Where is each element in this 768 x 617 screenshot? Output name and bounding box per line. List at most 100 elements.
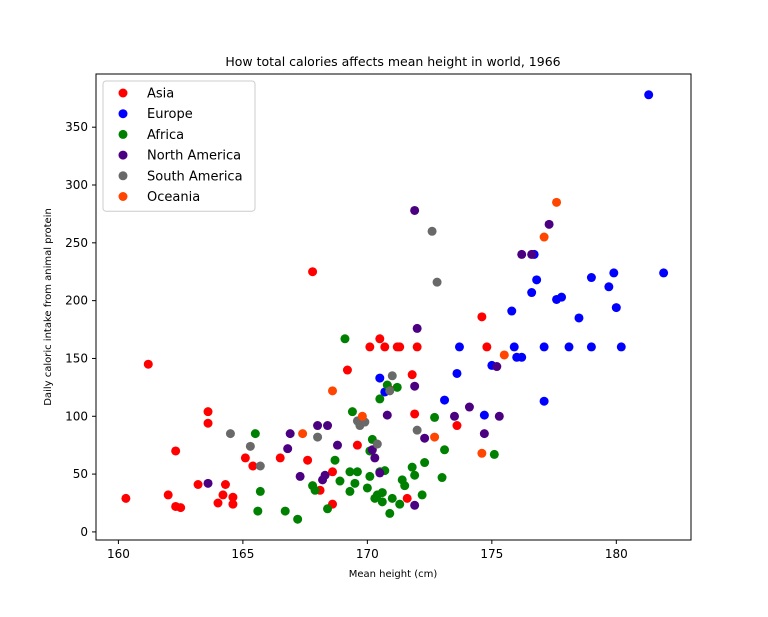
y-axis: 0 50 100 150 200 250 300 350 (65, 120, 96, 539)
point-europe (479, 410, 489, 420)
point-asia (176, 503, 186, 513)
point-europe (507, 306, 517, 316)
legend: Asia Europe Africa North America South Ameri… (102, 80, 256, 212)
legend-box (102, 80, 256, 212)
point-oceania (499, 350, 509, 360)
point-europe (509, 342, 519, 352)
x-tick-label: 170 (356, 547, 379, 561)
point-north-america (412, 323, 422, 333)
x-tick-label: 175 (480, 547, 503, 561)
point-asia (308, 267, 318, 277)
point-asia (203, 407, 213, 417)
point-south-america (372, 439, 382, 449)
point-africa (280, 506, 290, 516)
point-africa (400, 481, 410, 491)
point-europe (532, 275, 542, 285)
point-europe (517, 352, 527, 362)
legend-label: Asia (147, 87, 174, 102)
point-asia (220, 480, 230, 489)
point-europe (586, 342, 596, 352)
point-north-america (410, 381, 420, 391)
point-asia (228, 492, 238, 502)
point-europe (659, 268, 669, 278)
point-oceania (477, 448, 487, 458)
point-south-america (255, 461, 265, 471)
point-asia (412, 342, 422, 352)
x-axis-label: Mean height (cm) (349, 569, 438, 580)
point-south-america (245, 441, 255, 451)
point-africa (345, 486, 355, 496)
y-tick-label: 300 (65, 178, 88, 192)
point-africa (489, 449, 499, 459)
point-asia (477, 312, 487, 322)
point-europe (604, 282, 614, 292)
point-africa (410, 470, 420, 480)
point-south-america (412, 425, 422, 435)
point-asia (365, 342, 375, 352)
point-north-america (313, 421, 323, 431)
point-north-america (517, 249, 527, 259)
point-asia (240, 453, 250, 463)
point-south-america (432, 277, 442, 287)
legend-marker (118, 129, 128, 139)
point-africa (350, 478, 360, 488)
point-africa (437, 473, 447, 483)
point-north-america (320, 470, 330, 480)
point-asia (395, 342, 405, 352)
point-europe (564, 342, 574, 352)
point-oceania (552, 197, 562, 207)
point-europe (616, 342, 626, 352)
point-south-america (225, 429, 235, 439)
point-north-america (449, 411, 459, 421)
point-north-america (323, 421, 333, 431)
point-asia (410, 409, 420, 419)
point-africa (375, 394, 385, 404)
y-tick-label: 50 (73, 467, 88, 481)
point-asia (218, 490, 228, 500)
point-asia (482, 342, 492, 352)
point-north-america (370, 453, 380, 463)
point-asia (328, 467, 338, 477)
point-asia (402, 493, 412, 503)
point-africa (250, 429, 260, 439)
point-south-america (427, 226, 437, 236)
point-south-america (313, 432, 323, 442)
chart-title: How total calories affects mean height i… (225, 54, 560, 69)
point-asia (275, 453, 285, 463)
point-north-america (332, 440, 342, 450)
point-africa (420, 458, 430, 468)
point-africa (335, 476, 345, 486)
point-asia (303, 455, 313, 465)
legend-marker (118, 171, 128, 181)
point-africa (293, 514, 303, 524)
legend-label: Africa (147, 128, 184, 143)
y-tick-label: 100 (65, 409, 88, 423)
point-south-america (387, 371, 397, 381)
plot-points (121, 90, 669, 524)
point-africa (407, 462, 417, 472)
point-africa (430, 412, 440, 422)
point-asia (352, 440, 362, 450)
y-tick-label: 250 (65, 236, 88, 250)
point-europe (527, 288, 537, 298)
point-oceania (357, 411, 367, 421)
point-asia (452, 421, 462, 431)
point-oceania (430, 432, 440, 442)
point-asia (342, 365, 352, 375)
point-oceania (328, 386, 338, 396)
point-africa (255, 486, 265, 496)
point-europe (574, 313, 584, 323)
point-africa (340, 334, 350, 344)
point-africa (395, 499, 405, 509)
point-asia (407, 370, 417, 380)
point-europe (539, 396, 549, 406)
x-axis: 160 165 170 175 180 (107, 540, 628, 561)
legend-label: Oceania (147, 190, 200, 205)
point-asia (203, 418, 213, 428)
y-axis-label: Daily caloric intake from animal protein (43, 208, 54, 406)
point-asia (171, 446, 181, 456)
point-africa (377, 488, 387, 498)
point-asia (193, 480, 203, 489)
point-africa (310, 485, 320, 495)
